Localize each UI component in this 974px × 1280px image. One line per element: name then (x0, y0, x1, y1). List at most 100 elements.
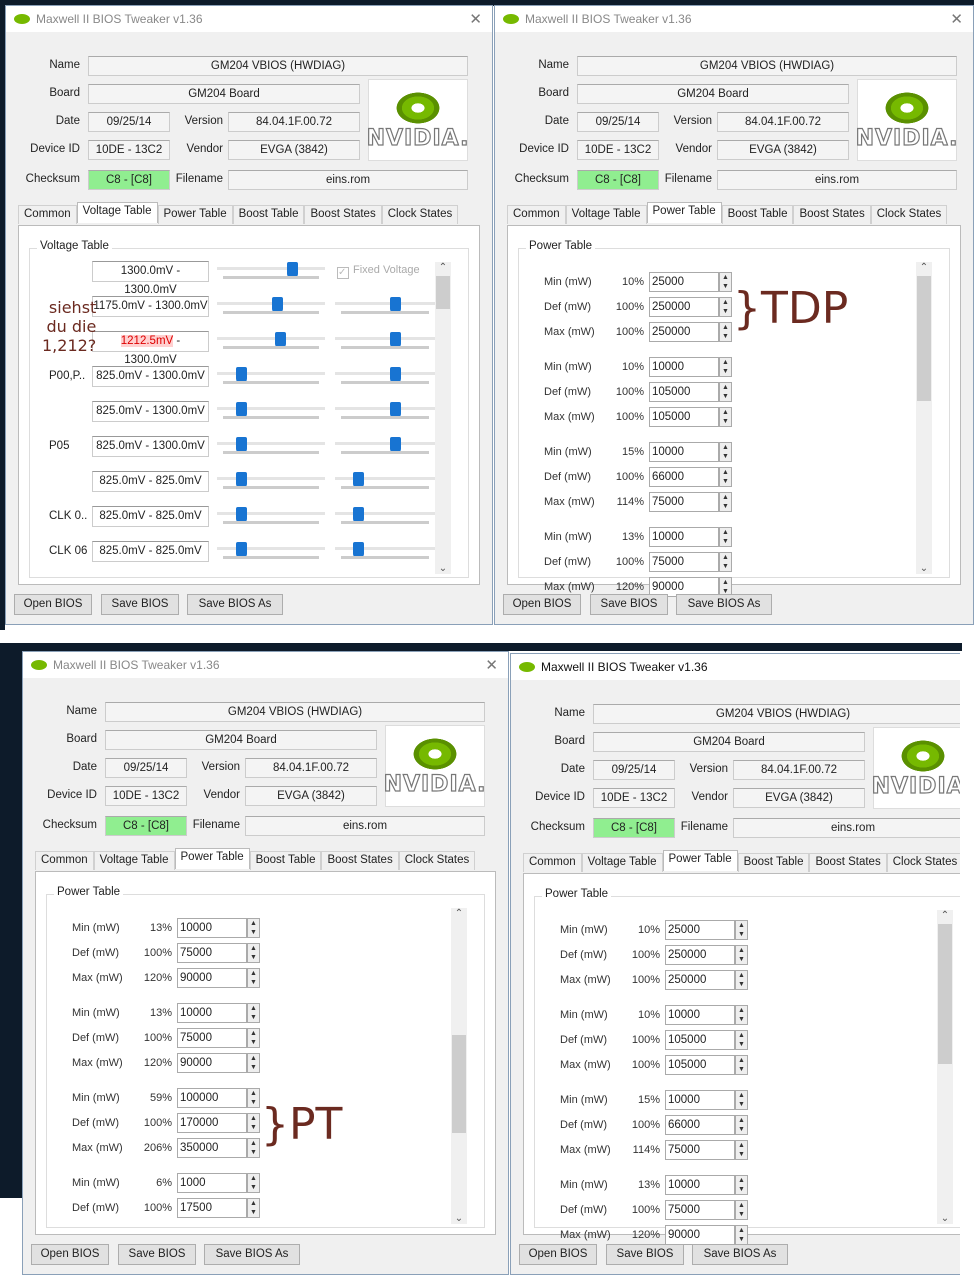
power-value-input[interactable]: 10000 (665, 1005, 735, 1025)
scroll-down-icon[interactable]: ⌄ (438, 563, 448, 574)
board-field[interactable]: GM204 Board (577, 84, 849, 104)
slider-thumb[interactable] (236, 402, 248, 419)
filename-field[interactable]: eins.rom (717, 170, 957, 190)
version-field[interactable]: 84.04.1F.00.72 (228, 112, 360, 132)
spinner-updown[interactable]: ▲ ▼ (247, 1113, 260, 1133)
checksum-field[interactable]: C8 - [C8] (577, 170, 659, 190)
voltage-range-field[interactable]: 1212.5mV - 1300.0mV (92, 331, 209, 366)
spinner-updown[interactable]: ▲ ▼ (719, 272, 732, 292)
tab-clock-states[interactable]: Clock States (381, 205, 459, 224)
spinner-updown[interactable]: ▲ ▼ (247, 1028, 260, 1048)
power-value-input[interactable]: 75000 (665, 1140, 735, 1160)
voltage-range-field[interactable]: 825.0mV - 1300.0mV (92, 436, 209, 457)
board-field[interactable]: GM204 Board (105, 730, 377, 750)
checksum-field[interactable]: C8 - [C8] (88, 170, 170, 190)
spinner-updown[interactable]: ▲ ▼ (735, 1225, 748, 1245)
name-field[interactable]: GM204 VBIOS (HWDIAG) (88, 56, 468, 76)
slider-thumb[interactable] (275, 332, 287, 349)
slider-thumb[interactable] (390, 297, 402, 314)
scroll-up-icon[interactable]: ⌃ (438, 262, 448, 273)
title-bar[interactable]: Maxwell II BIOS Tweaker v1.36 ✕ (495, 6, 973, 32)
tab-power-table[interactable]: Power Table (157, 205, 233, 224)
tab-boost-states[interactable]: Boost States (793, 205, 871, 224)
power-value-input[interactable]: 10000 (177, 1003, 247, 1023)
tab-boost-table[interactable]: Boost Table (232, 205, 305, 224)
tab-clock-states[interactable]: Clock States (886, 853, 960, 872)
voltage-slider-min[interactable] (217, 332, 325, 349)
save-bios-button[interactable]: Save BIOS (101, 594, 179, 615)
spinner-updown[interactable]: ▲ ▼ (247, 1088, 260, 1108)
close-icon[interactable]: ✕ (469, 11, 482, 28)
scroll-down-icon[interactable]: ⌄ (940, 1213, 950, 1224)
voltage-range-field[interactable]: 825.0mV - 825.0mV (92, 506, 209, 527)
voltage-slider-min[interactable] (217, 507, 325, 524)
power-value-input[interactable]: 75000 (665, 1200, 735, 1220)
tab-voltage-table[interactable]: Voltage Table (565, 205, 647, 224)
save-bios-as-button[interactable]: Save BIOS As (676, 594, 772, 615)
power-value-input[interactable]: 100000 (177, 1088, 247, 1108)
voltage-slider-min[interactable] (217, 542, 325, 559)
open-bios-button[interactable]: Open BIOS (31, 1244, 109, 1265)
power-value-input[interactable]: 25000 (665, 920, 735, 940)
name-field[interactable]: GM204 VBIOS (HWDIAG) (105, 702, 485, 722)
tab-common[interactable]: Common (35, 851, 94, 870)
slider-thumb[interactable] (352, 542, 364, 559)
board-field[interactable]: GM204 Board (593, 732, 865, 752)
tab-common[interactable]: Common (523, 853, 582, 872)
voltage-range-field[interactable]: 825.0mV - 825.0mV (92, 541, 209, 562)
spinner-updown[interactable]: ▲ ▼ (247, 1138, 260, 1158)
voltage-slider-max[interactable] (335, 402, 435, 419)
device-id-field[interactable]: 10DE - 13C2 (593, 788, 675, 808)
power-value-input[interactable]: 90000 (665, 1225, 735, 1245)
device-id-field[interactable]: 10DE - 13C2 (105, 786, 187, 806)
power-value-input[interactable]: 75000 (649, 552, 719, 572)
scrollbar-thumb[interactable] (917, 276, 931, 402)
voltage-slider-min[interactable] (217, 437, 325, 454)
open-bios-button[interactable]: Open BIOS (519, 1244, 597, 1265)
slider-thumb[interactable] (390, 332, 402, 349)
tab-boost-states[interactable]: Boost States (304, 205, 382, 224)
vertical-scrollbar[interactable]: ⌃ ⌄ (937, 910, 953, 1224)
tab-voltage-table[interactable]: Voltage Table (581, 853, 663, 872)
spinner-updown[interactable]: ▲ ▼ (735, 1090, 748, 1110)
date-field[interactable]: 09/25/14 (593, 760, 675, 780)
spinner-updown[interactable]: ▲ ▼ (735, 1200, 748, 1220)
voltage-range-field[interactable]: 825.0mV - 825.0mV (92, 471, 209, 492)
voltage-slider-min[interactable] (217, 262, 325, 279)
vendor-field[interactable]: EVGA (3842) (228, 140, 360, 160)
power-value-input[interactable]: 66000 (665, 1115, 735, 1135)
checkbox-icon[interactable]: ✓ (337, 267, 349, 279)
spinner-updown[interactable]: ▲ ▼ (247, 1173, 260, 1193)
version-field[interactable]: 84.04.1F.00.72 (717, 112, 849, 132)
scrollbar-thumb[interactable] (938, 924, 952, 1064)
tab-voltage-table[interactable]: Voltage Table (93, 851, 175, 870)
tab-boost-states[interactable]: Boost States (809, 853, 887, 872)
spinner-updown[interactable]: ▲ ▼ (719, 527, 732, 547)
power-value-input[interactable]: 250000 (649, 322, 719, 342)
power-value-input[interactable]: 10000 (177, 918, 247, 938)
power-value-input[interactable]: 10000 (665, 1175, 735, 1195)
scrollbar-thumb[interactable] (452, 1034, 466, 1134)
power-value-input[interactable]: 170000 (177, 1113, 247, 1133)
scroll-up-icon[interactable]: ⌃ (454, 908, 464, 919)
spinner-updown[interactable]: ▲ ▼ (735, 1140, 748, 1160)
spinner-updown[interactable]: ▲ ▼ (719, 467, 732, 487)
power-value-input[interactable]: 105000 (665, 1030, 735, 1050)
voltage-slider-max[interactable] (335, 472, 435, 489)
voltage-range-field[interactable]: 1300.0mV - 1300.0mV (92, 261, 209, 296)
spinner-updown[interactable]: ▲ ▼ (735, 945, 748, 965)
power-value-input[interactable]: 90000 (177, 1053, 247, 1073)
name-field[interactable]: GM204 VBIOS (HWDIAG) (577, 56, 957, 76)
tab-common[interactable]: Common (507, 205, 566, 224)
voltage-slider-max[interactable] (335, 542, 435, 559)
spinner-updown[interactable]: ▲ ▼ (719, 577, 732, 597)
close-icon[interactable]: ✕ (485, 657, 498, 674)
spinner-updown[interactable]: ▲ ▼ (719, 407, 732, 427)
spinner-updown[interactable]: ▲ ▼ (719, 357, 732, 377)
voltage-slider-max[interactable] (335, 507, 435, 524)
scroll-up-icon[interactable]: ⌃ (940, 910, 950, 921)
slider-thumb[interactable] (390, 367, 402, 384)
spinner-updown[interactable]: ▲ ▼ (719, 442, 732, 462)
version-field[interactable]: 84.04.1F.00.72 (733, 760, 865, 780)
spinner-updown[interactable]: ▲ ▼ (735, 1055, 748, 1075)
